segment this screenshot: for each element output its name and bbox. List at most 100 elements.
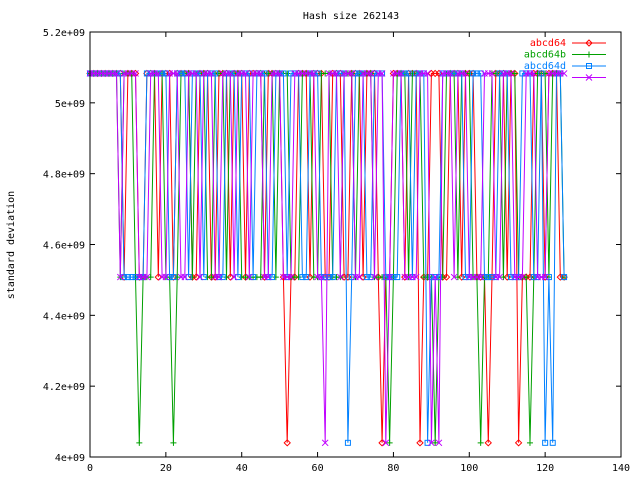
point-square — [234, 274, 241, 281]
point-square — [382, 274, 389, 281]
point-diamond — [378, 439, 386, 447]
point-square — [371, 70, 378, 77]
point-cross — [541, 273, 549, 281]
point-plus — [466, 70, 473, 77]
point-square — [143, 70, 150, 77]
point-square — [405, 70, 412, 77]
series-4 — [86, 70, 568, 447]
point-square — [250, 274, 257, 281]
plot-area — [86, 69, 568, 447]
point-diamond — [131, 69, 140, 78]
point-cross — [181, 273, 189, 281]
point-square — [314, 70, 321, 77]
point-cross — [435, 439, 443, 447]
point-diamond — [340, 273, 348, 281]
point-cross — [530, 70, 538, 77]
point-plus — [477, 439, 484, 446]
point-square — [212, 70, 219, 77]
point-cross — [371, 273, 378, 281]
point-plus — [257, 274, 264, 281]
point-square — [586, 63, 592, 69]
x-tick-label: 60 — [312, 463, 324, 474]
point-plus — [189, 274, 196, 281]
point-cross — [585, 74, 593, 81]
point-plus — [136, 439, 143, 446]
point-cross — [132, 70, 139, 77]
y-tick-label: 4.4e+09 — [43, 311, 85, 322]
point-cross — [382, 439, 390, 447]
point-cross — [431, 273, 439, 281]
point-square — [508, 274, 515, 281]
y-tick-label: 5.2e+09 — [43, 28, 85, 39]
point-diamond — [192, 273, 200, 281]
point-diamond — [283, 439, 291, 447]
point-plus — [526, 439, 533, 446]
point-cross — [245, 273, 253, 281]
point-square — [473, 70, 480, 77]
point-square — [538, 70, 545, 77]
point-cross — [264, 273, 272, 281]
point-diamond — [484, 439, 492, 447]
point-cross — [348, 70, 356, 77]
point-plus — [511, 70, 518, 77]
point-cross — [450, 273, 458, 281]
point-square — [166, 274, 173, 281]
point-square — [196, 70, 203, 77]
point-cross — [496, 273, 503, 281]
point-square — [489, 274, 496, 281]
point-square — [128, 274, 135, 281]
point-cross — [386, 273, 393, 281]
point-cross — [424, 70, 431, 77]
point-square — [322, 274, 329, 281]
point-cross — [462, 70, 469, 77]
point-square — [545, 274, 552, 281]
point-square — [413, 70, 420, 77]
point-plus — [523, 274, 530, 281]
point-square — [352, 70, 359, 77]
point-diamond — [465, 69, 473, 78]
point-cross — [173, 70, 181, 77]
point-diamond — [585, 39, 593, 47]
x-tick-label: 20 — [160, 463, 172, 474]
y-tick-label: 4.2e+09 — [43, 382, 85, 393]
point-square — [246, 70, 253, 77]
legend-label: abcd64b — [524, 50, 566, 61]
x-tick-label: 100 — [460, 463, 478, 474]
point-cross — [318, 273, 325, 281]
x-tick-label: 80 — [387, 463, 399, 474]
point-square — [162, 70, 169, 77]
point-cross — [208, 70, 215, 77]
point-square — [280, 70, 287, 77]
legend-label: abcd64d — [524, 61, 566, 72]
point-square — [549, 439, 556, 446]
point-square — [462, 274, 469, 281]
point-plus — [454, 274, 461, 281]
point-plus — [586, 51, 592, 58]
point-cross — [154, 70, 162, 77]
point-diamond — [431, 69, 439, 78]
point-plus — [272, 274, 279, 281]
point-square — [170, 274, 177, 281]
point-cross — [488, 70, 496, 77]
point-plus — [147, 274, 154, 281]
x-tick-label: 120 — [536, 463, 554, 474]
point-cross — [446, 70, 454, 77]
point-cross — [192, 70, 200, 77]
legend-label: abcd64 — [530, 38, 566, 49]
point-plus — [432, 439, 439, 446]
point-cross — [116, 273, 124, 281]
point-square — [299, 274, 306, 281]
point-square — [542, 439, 549, 446]
x-tick-label: 0 — [87, 463, 93, 474]
point-cross — [333, 70, 340, 77]
point-plus — [284, 70, 291, 77]
point-square — [185, 274, 192, 281]
point-cross — [477, 273, 485, 281]
point-diamond — [522, 273, 530, 281]
point-cross — [242, 70, 249, 77]
point-square — [178, 70, 185, 77]
point-cross — [162, 273, 170, 281]
point-plus — [500, 274, 507, 281]
point-square — [496, 70, 503, 77]
